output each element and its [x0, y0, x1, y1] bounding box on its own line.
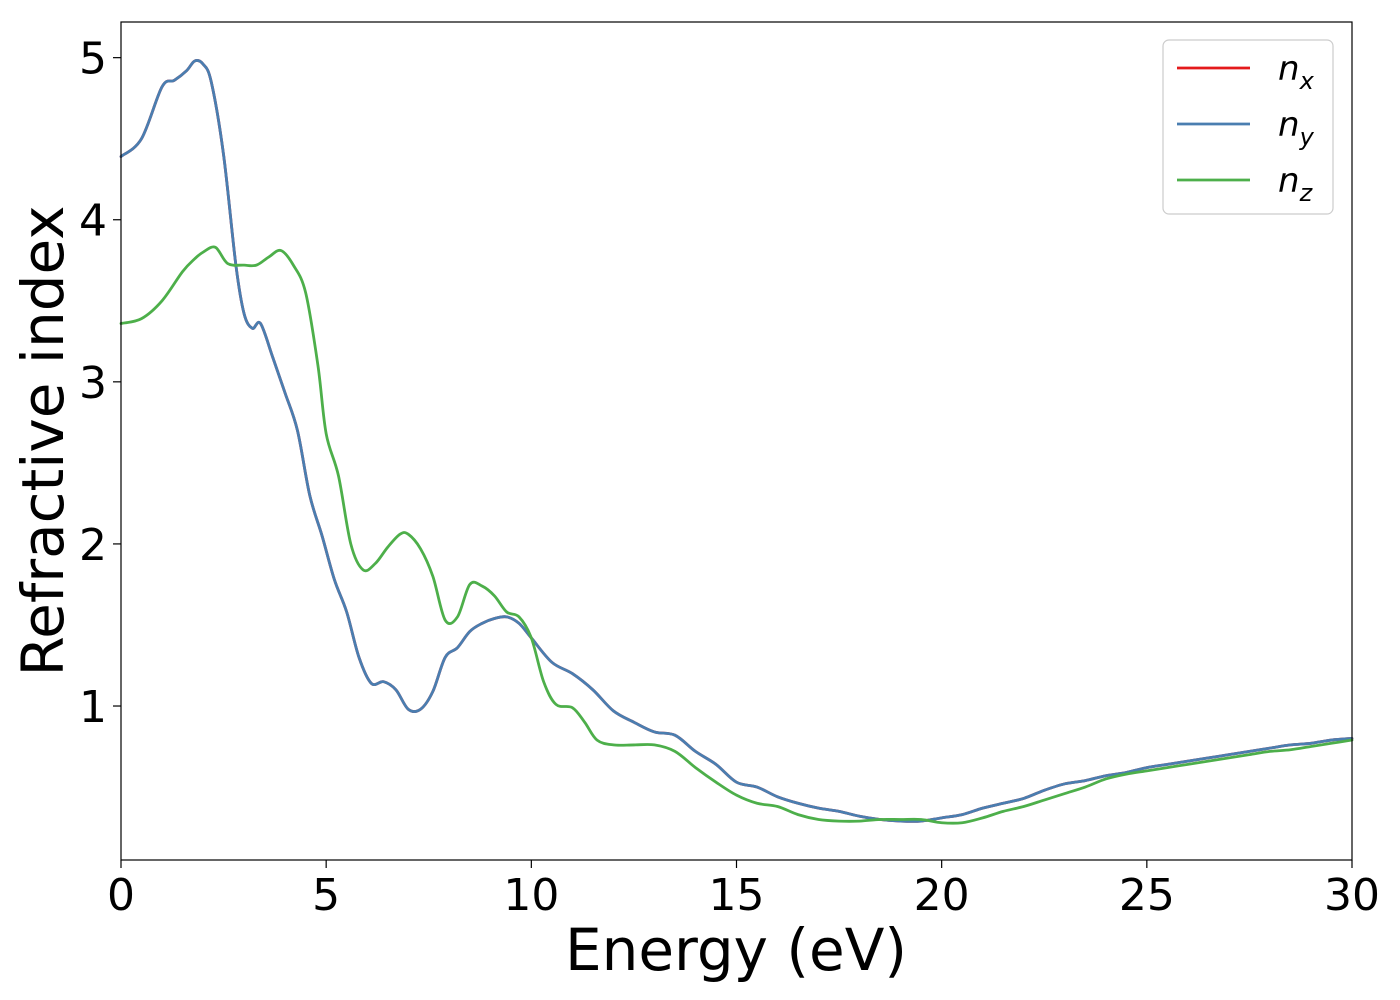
x-tick-label: 15: [709, 870, 765, 921]
legend-label-z: nz: [1278, 161, 1314, 207]
legend-label-y: ny: [1278, 105, 1315, 151]
x-tick-label: 0: [107, 870, 135, 921]
y-axis-title: Refractive index: [9, 205, 77, 676]
legend-label-sub: y: [1299, 123, 1315, 151]
x-tick-label: 5: [312, 870, 340, 921]
legend-label-x: nx: [1278, 49, 1315, 95]
y-tick-label: 1: [79, 682, 107, 733]
legend-label-main: n: [1278, 161, 1300, 201]
y-tick-label: 2: [79, 520, 107, 571]
x-axis-title: Energy (eV): [565, 916, 907, 984]
x-tick-label: 20: [914, 870, 970, 921]
x-tick-label: 30: [1324, 870, 1380, 921]
x-axis: 0 5 10 15 20 25 30: [107, 860, 1380, 921]
y-tick-label: 5: [79, 34, 107, 85]
x-tick-label: 10: [503, 870, 559, 921]
y-tick-label: 3: [79, 358, 107, 409]
legend-label-sub: z: [1299, 179, 1314, 207]
series-line-y: [119, 59, 1354, 823]
legend-label-main: n: [1278, 49, 1300, 89]
series-layer: [119, 59, 1354, 825]
y-tick-label: 4: [79, 196, 107, 247]
legend-box: [1162, 39, 1334, 215]
y-axis: 1 2 3 4 5: [79, 34, 121, 733]
plot-area: [121, 22, 1352, 860]
legend-label-main: n: [1278, 105, 1300, 145]
legend-label-sub: x: [1299, 67, 1315, 95]
series-line-z: [119, 245, 1354, 825]
x-tick-label: 25: [1119, 870, 1175, 921]
